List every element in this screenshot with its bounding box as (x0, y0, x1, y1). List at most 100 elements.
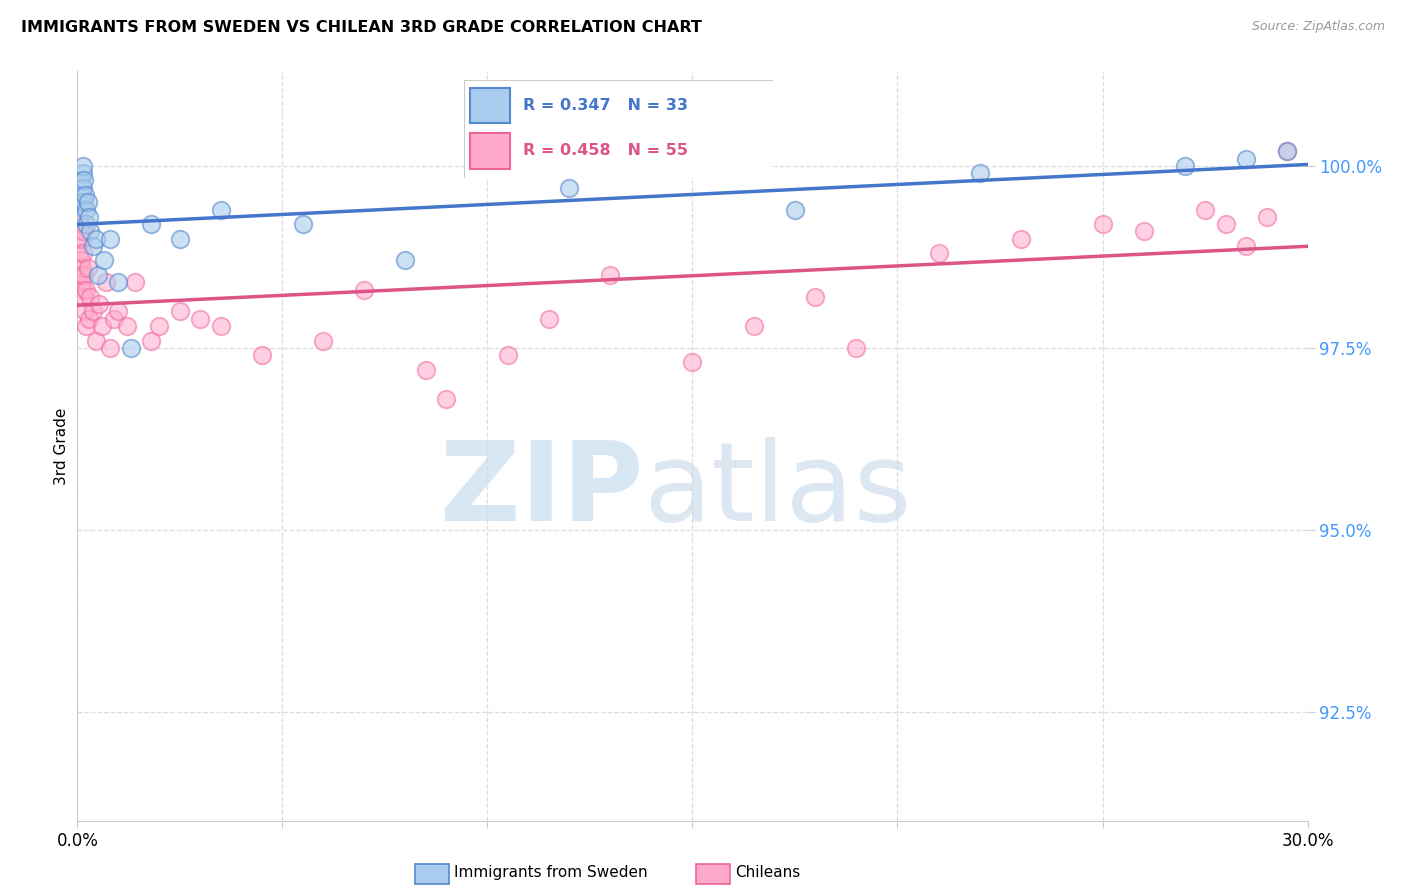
Point (783, 202, 806, 217)
Point (558, 180, 581, 194)
Point (415, 362, 437, 376)
Text: atlas: atlas (644, 437, 911, 544)
Point (209, 318, 232, 333)
Point (353, 283, 375, 297)
Point (73, 268, 96, 282)
Point (73, 188, 96, 202)
Point (107, 276, 129, 290)
Point (1275, 145, 1298, 159)
Point (394, 253, 416, 268)
Point (496, 348, 519, 362)
FancyBboxPatch shape (470, 133, 510, 169)
Point (79, 224, 101, 238)
Point (1091, 217, 1114, 231)
Point (98, 341, 121, 355)
Point (845, 341, 868, 355)
Point (124, 276, 146, 290)
Point (107, 304, 129, 318)
Point (75, 217, 97, 231)
Text: ZIP: ZIP (440, 437, 644, 544)
Point (742, 318, 765, 333)
Point (70, 253, 93, 268)
Point (69, 268, 91, 282)
Point (84, 232, 107, 246)
Point (250, 348, 273, 362)
Point (291, 217, 314, 231)
Text: IMMIGRANTS FROM SWEDEN VS CHILEAN 3RD GRADE CORRELATION CHART: IMMIGRANTS FROM SWEDEN VS CHILEAN 3RD GR… (21, 20, 702, 35)
Point (67, 246, 90, 260)
Point (188, 311, 212, 326)
Point (1132, 224, 1154, 238)
Point (82, 304, 104, 318)
Point (141, 217, 163, 231)
Point (77, 210, 100, 224)
Y-axis label: 3rd Grade: 3rd Grade (53, 408, 69, 484)
Point (84, 334, 107, 348)
Point (82, 239, 104, 253)
Point (70, 260, 93, 275)
Point (70, 173, 93, 187)
Point (72, 159, 94, 173)
Point (67, 232, 90, 246)
Point (1174, 159, 1197, 173)
Point (72, 166, 94, 180)
Point (76, 260, 98, 275)
Point (1234, 239, 1257, 253)
Point (1194, 202, 1216, 217)
Text: R = 0.347   N = 33: R = 0.347 N = 33 (523, 98, 688, 113)
Point (70, 276, 93, 290)
FancyBboxPatch shape (464, 80, 773, 178)
Point (103, 311, 125, 326)
Point (169, 304, 191, 318)
Point (599, 268, 621, 282)
Point (1256, 210, 1278, 224)
Point (94, 276, 117, 290)
Point (72, 246, 94, 260)
Text: Chileans: Chileans (735, 865, 800, 880)
Point (90, 318, 114, 333)
Point (312, 334, 335, 348)
Point (72, 224, 94, 238)
Point (76, 195, 98, 210)
Text: Immigrants from Sweden: Immigrants from Sweden (454, 865, 648, 880)
Point (169, 232, 191, 246)
Point (67, 210, 90, 224)
Point (1275, 145, 1298, 159)
Point (148, 318, 170, 333)
Point (537, 311, 560, 326)
Text: Source: ZipAtlas.com: Source: ZipAtlas.com (1251, 20, 1385, 33)
Point (436, 392, 458, 406)
Text: R = 0.458   N = 55: R = 0.458 N = 55 (523, 144, 688, 159)
Point (804, 290, 827, 304)
Point (75, 202, 97, 217)
Point (209, 202, 232, 217)
FancyBboxPatch shape (470, 88, 510, 123)
Point (87, 297, 110, 311)
Point (115, 318, 138, 333)
Point (87, 268, 110, 282)
Point (72, 180, 94, 194)
Point (1215, 217, 1237, 231)
Point (77, 311, 100, 326)
Point (98, 232, 121, 246)
Point (73, 290, 96, 304)
Point (75, 283, 97, 297)
Point (69, 195, 91, 210)
Point (69, 217, 91, 231)
Point (73, 173, 96, 187)
Point (682, 355, 704, 369)
Point (72, 283, 94, 297)
Point (969, 166, 991, 180)
Point (1010, 232, 1032, 246)
Point (120, 341, 142, 355)
Point (75, 318, 97, 333)
Point (141, 334, 163, 348)
Point (928, 246, 950, 260)
Point (73, 304, 96, 318)
Point (70, 188, 93, 202)
Point (93, 253, 115, 268)
Point (73, 195, 96, 210)
Point (79, 290, 101, 304)
Point (1234, 152, 1257, 166)
Point (70, 232, 93, 246)
